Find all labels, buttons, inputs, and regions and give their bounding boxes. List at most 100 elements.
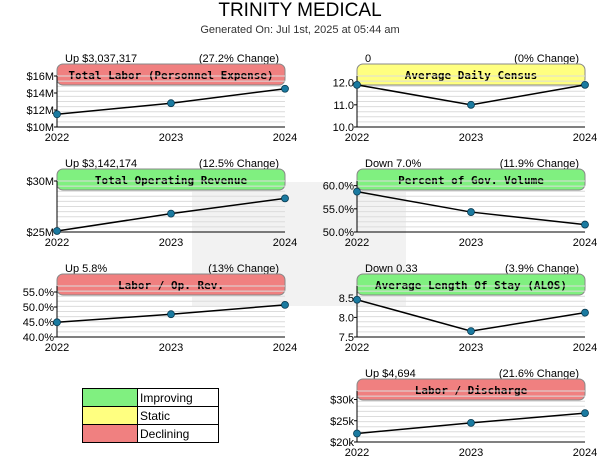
chart-panel-6: Down 0.33 (3.9% Change)Average Length Of … — [339, 263, 598, 354]
y-tick-label: 8.0 — [339, 312, 354, 324]
x-tick-label: 2022 — [345, 447, 369, 459]
y-tick-label: 55.0% — [323, 204, 354, 216]
summary-change-text: Up $3,142,174 — [65, 158, 137, 170]
x-tick-label: 2023 — [459, 237, 483, 249]
page-title: TRINITY MEDICAL — [218, 0, 382, 21]
y-tick-label: $25k — [330, 416, 354, 428]
legend-label-improving: Improving — [137, 388, 219, 407]
data-point — [467, 418, 475, 427]
y-tick-label: 12.0 — [333, 78, 354, 90]
y-tick-label: $16M — [26, 71, 54, 83]
data-point — [581, 308, 589, 317]
y-tick-label: 11.0 — [333, 100, 354, 112]
data-point — [581, 409, 589, 418]
metric-title-box — [356, 378, 586, 401]
legend-swatch-static — [82, 406, 138, 425]
summary-percent-text: (13% Change) — [208, 263, 279, 275]
data-point — [167, 310, 175, 319]
y-tick-label: 50.0% — [323, 227, 354, 239]
data-point — [467, 100, 475, 109]
data-point — [353, 187, 361, 196]
data-point — [353, 429, 361, 438]
data-point — [581, 220, 589, 229]
y-tick-label: $12M — [26, 105, 54, 117]
data-point — [467, 208, 475, 216]
summary-change-text: Down 0.33 — [365, 263, 418, 275]
data-point — [281, 84, 289, 93]
y-tick-label: $30k — [330, 395, 354, 407]
x-tick-label: 2023 — [159, 132, 183, 144]
summary-percent-text: (12.5% Change) — [199, 158, 279, 170]
status-legend: Improving Static Declining — [82, 388, 219, 443]
x-tick-label: 2023 — [459, 132, 483, 144]
y-tick-label: 55.0% — [23, 287, 54, 299]
summary-percent-text: (11.9% Change) — [500, 158, 579, 170]
summary-change-text: Down 7.0% — [365, 158, 421, 170]
x-tick-label: 2023 — [159, 237, 183, 249]
data-point — [281, 194, 289, 203]
metric-title-box — [356, 273, 586, 296]
x-tick-label: 2023 — [459, 342, 483, 354]
y-tick-label: 10.0 — [333, 122, 354, 134]
y-tick-label: $30M — [26, 176, 54, 188]
summary-percent-text: (3.9% Change) — [505, 263, 579, 275]
legend-row-improving: Improving — [82, 388, 219, 407]
legend-row-declining: Declining — [82, 424, 219, 443]
y-tick-label: 50.0% — [23, 302, 54, 314]
legend-swatch-declining — [82, 424, 138, 443]
x-tick-label: 2023 — [459, 447, 483, 459]
legend-label-static: Static — [137, 406, 219, 425]
x-tick-label: 2024 — [573, 237, 597, 249]
legend-row-static: Static — [82, 406, 219, 425]
data-point — [467, 327, 475, 336]
x-tick-label: 2024 — [573, 132, 597, 144]
x-tick-label: 2024 — [573, 342, 597, 354]
x-tick-label: 2024 — [273, 342, 297, 354]
x-tick-label: 2024 — [273, 132, 297, 144]
y-tick-label: $25M — [26, 227, 54, 239]
data-point — [167, 209, 175, 218]
chart-panel-5: Up 5.8% (13% Change)Labor / Op. Rev.40.0%… — [23, 263, 297, 354]
summary-percent-text: (21.6% Change) — [499, 368, 579, 380]
data-point — [53, 110, 61, 119]
y-tick-label: $14M — [26, 88, 54, 100]
metric-title-box — [356, 168, 586, 191]
metric-title-box — [56, 168, 286, 191]
summary-change-text: Up $3,037,317 — [65, 53, 137, 65]
y-tick-label: 40.0% — [23, 332, 54, 344]
summary-percent-text: (27.2% Change) — [199, 53, 279, 65]
summary-change-text: Up $4,694 — [365, 368, 416, 380]
summary-percent-text: (0% Change) — [514, 53, 579, 65]
chart-panel-3: Up $3,142,174 (12.5% Change)Total Operati… — [26, 158, 297, 249]
data-point — [167, 99, 175, 108]
x-tick-label: 2022 — [45, 342, 69, 354]
x-tick-label: 2022 — [45, 237, 69, 249]
metric-title-box — [56, 63, 286, 86]
legend-swatch-improving — [82, 388, 138, 407]
x-tick-label: 2022 — [345, 132, 369, 144]
y-tick-label: 7.5 — [339, 332, 354, 344]
x-tick-label: 2024 — [573, 447, 597, 459]
y-tick-label: 60.0% — [323, 181, 354, 193]
chart-panel-1: Up $3,037,317 (27.2% Change)Total Labor (… — [26, 53, 297, 144]
data-point — [353, 295, 361, 304]
generated-timestamp: Generated On: Jul 1st, 2025 at 05:44 am — [200, 24, 400, 36]
chart-panel-4: Down 7.0% (11.9% Change)Percent of Gov. V… — [323, 158, 597, 249]
chart-panel-7: Up $4,694 (21.6% Change)Labor / Discharge… — [330, 368, 597, 459]
x-tick-label: 2022 — [345, 237, 369, 249]
x-tick-label: 2023 — [159, 342, 183, 354]
data-point — [581, 80, 589, 89]
y-tick-label: 45.0% — [23, 317, 54, 329]
data-point — [53, 227, 61, 235]
data-point — [281, 300, 289, 309]
metric-title-box — [56, 273, 286, 296]
data-point — [53, 318, 61, 327]
y-tick-label: $10M — [26, 122, 54, 134]
chart-panel-2: 0 (0% Change)Average Daily Census10.011.0… — [333, 53, 598, 144]
x-tick-label: 2022 — [345, 342, 369, 354]
metric-title-box — [356, 63, 586, 86]
legend-label-declining: Declining — [137, 424, 219, 443]
y-tick-label: $20k — [330, 437, 354, 449]
y-tick-label: 8.5 — [339, 293, 354, 305]
